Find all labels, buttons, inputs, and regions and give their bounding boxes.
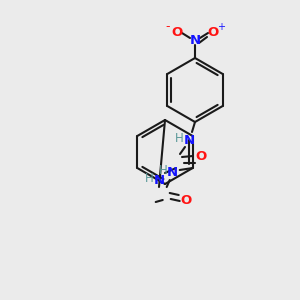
Text: +: + — [217, 22, 225, 32]
Text: H: H — [145, 172, 153, 184]
Text: O: O — [180, 194, 191, 206]
Text: N: N — [167, 167, 178, 179]
Text: -: - — [166, 20, 170, 34]
Text: H: H — [159, 164, 168, 178]
Text: N: N — [189, 34, 201, 46]
Text: O: O — [195, 151, 207, 164]
Text: H: H — [175, 131, 183, 145]
Text: O: O — [207, 26, 219, 38]
Text: O: O — [171, 26, 183, 38]
Text: N: N — [183, 134, 195, 146]
Text: N: N — [153, 173, 165, 187]
